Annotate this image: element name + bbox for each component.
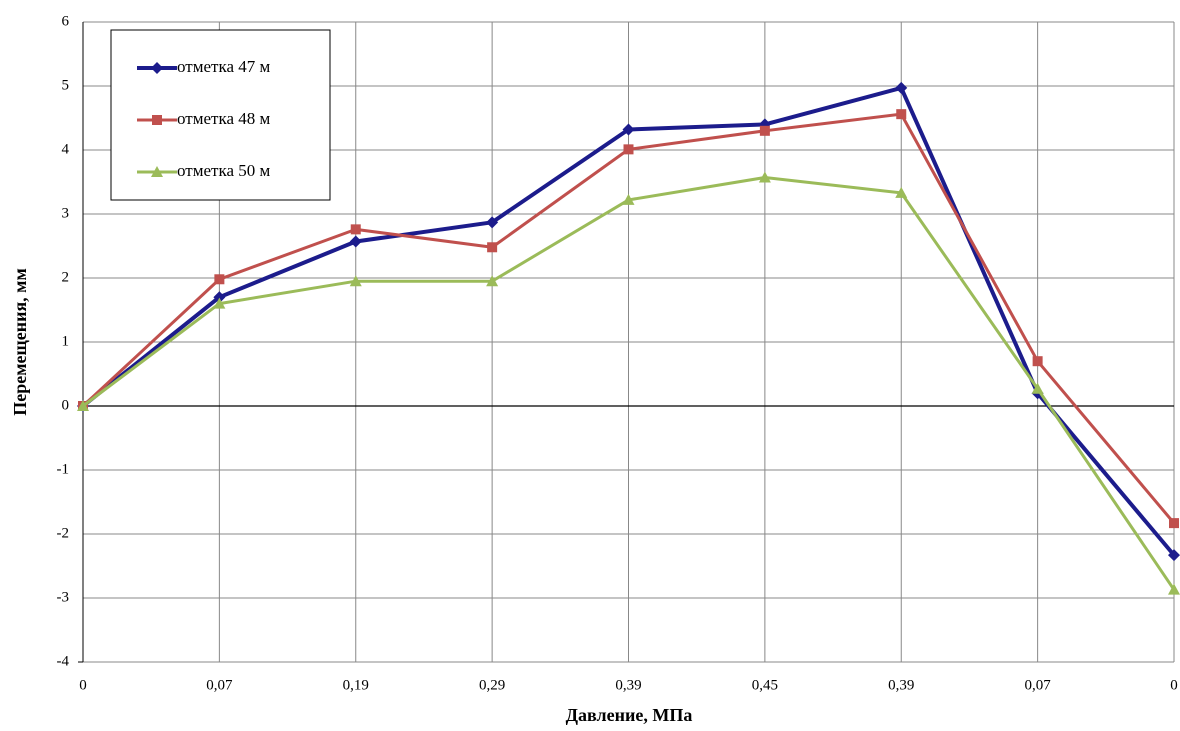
y-tick-label: 0 [62, 397, 70, 413]
point [622, 123, 635, 136]
x-tick-label: 0,07 [206, 677, 233, 693]
legend-label: отметка 48 м [177, 109, 270, 128]
x-tick-label: 0,19 [343, 677, 369, 693]
x-tick-label: 0,39 [888, 677, 914, 693]
y-tick-label: -4 [57, 653, 70, 669]
y-tick-label: -3 [57, 589, 70, 605]
legend-marker [151, 62, 163, 74]
legend-label: отметка 50 м [177, 161, 270, 180]
point [1032, 356, 1043, 367]
point [895, 186, 908, 198]
legend-marker [152, 115, 162, 125]
point [896, 109, 907, 120]
point [622, 193, 635, 205]
y-tick-label: -1 [57, 461, 70, 477]
x-tick-label: 0,45 [752, 677, 778, 693]
point [1168, 583, 1180, 595]
x-tick-label: 0 [79, 677, 87, 693]
point [758, 171, 771, 183]
point [213, 297, 226, 309]
legend: отметка 47 м отметка 48 м отметка 50 м [110, 29, 331, 201]
point [350, 224, 361, 235]
x-axis-title: Давление, МПа [566, 705, 693, 725]
point [487, 242, 498, 253]
point [349, 275, 362, 287]
point [486, 216, 499, 229]
legend-marker [151, 166, 163, 177]
x-tick-label: 0 [1170, 677, 1178, 693]
y-tick-label: 1 [62, 333, 70, 349]
y-tick-label: 3 [62, 205, 70, 221]
point [214, 274, 225, 285]
y-tick-label: 2 [62, 269, 70, 285]
point [77, 400, 89, 411]
legend-label: отметка 47 м [177, 57, 270, 76]
x-tick-label: 0,39 [615, 677, 641, 693]
point [1168, 549, 1180, 562]
y-tick-label: -2 [57, 525, 70, 541]
point [1169, 518, 1179, 529]
y-tick-label: 6 [62, 13, 70, 29]
point [895, 81, 908, 94]
y-tick-label: 5 [62, 77, 70, 93]
point [349, 235, 362, 248]
point [1031, 382, 1044, 394]
x-tick-label: 0,07 [1025, 677, 1052, 693]
y-tick-label: 4 [62, 141, 70, 157]
point [213, 291, 226, 304]
point [759, 125, 770, 136]
point [486, 275, 499, 287]
point [623, 144, 634, 155]
y-axis-title: Перемещения, мм [10, 268, 30, 415]
x-tick-label: 0,29 [479, 677, 505, 693]
